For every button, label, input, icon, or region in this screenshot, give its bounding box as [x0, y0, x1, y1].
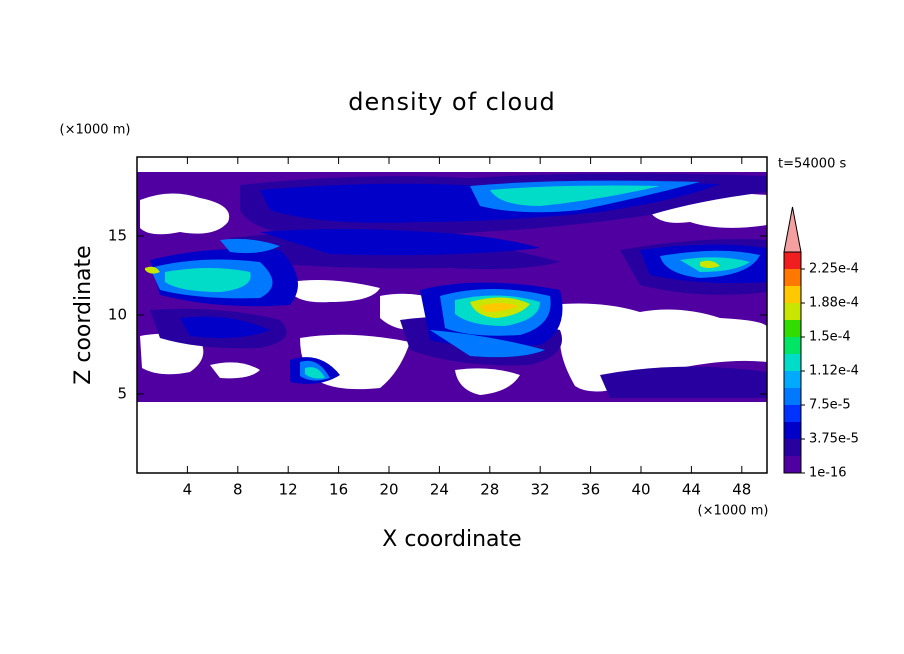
- colorbar-band: [784, 286, 801, 303]
- y-tick-label: 5: [117, 385, 127, 403]
- x-tick-label: 8: [233, 481, 243, 499]
- contour-field: [137, 172, 767, 473]
- colorbar-tick-label: 1.88e-4: [809, 296, 859, 311]
- colorbar-band: [784, 320, 801, 337]
- x-tick-label: 40: [631, 481, 650, 499]
- colorbar-band: [784, 371, 801, 388]
- x-tick-label: 12: [279, 481, 298, 499]
- y-tick-label: 10: [108, 306, 127, 324]
- x-tick-label: 32: [531, 481, 550, 499]
- colorbar-extension: [783, 206, 802, 253]
- x-unit: (×1000 m): [698, 504, 769, 519]
- x-axis-label: X coordinate: [382, 527, 521, 552]
- time-annotation: t=54000 s: [778, 157, 846, 172]
- colorbar-band: [784, 422, 801, 439]
- colorbar-tick-label: 1.12e-4: [809, 364, 859, 379]
- x-tick-label: 44: [682, 481, 701, 499]
- colorbar-tick-label: 3.75e-5: [809, 432, 859, 447]
- colorbar-tick-label: 1e-16: [809, 466, 847, 481]
- colorbar-band: [784, 456, 801, 473]
- x-tick-label: 16: [329, 481, 348, 499]
- y-axis-label: Z coordinate: [71, 245, 96, 384]
- x-tick-label: 4: [183, 481, 193, 499]
- colorbar-band: [784, 303, 801, 320]
- colorbar-tick-label: 7.5e-5: [809, 398, 851, 413]
- colorbar-tick-label: 1.5e-4: [809, 330, 851, 345]
- colorbar-band: [784, 405, 801, 422]
- colorbar-band: [784, 388, 801, 405]
- colorbar-band: [784, 337, 801, 354]
- y-tick-label: 15: [108, 227, 127, 245]
- y-unit: (×1000 m): [60, 123, 131, 138]
- colorbar-tick-label: 2.25e-4: [809, 262, 859, 277]
- x-tick-label: 28: [480, 481, 499, 499]
- colorbar-band: [784, 439, 801, 456]
- colorbar-band: [784, 252, 801, 269]
- x-tick-label: 36: [581, 481, 600, 499]
- x-tick-label: 24: [430, 481, 449, 499]
- chart-title: density of cloud: [348, 88, 555, 116]
- x-tick-label: 48: [732, 481, 751, 499]
- colorbar-band: [784, 354, 801, 371]
- colorbar-band: [784, 269, 801, 286]
- colorbar-frame: [783, 251, 802, 474]
- x-tick-label: 20: [379, 481, 398, 499]
